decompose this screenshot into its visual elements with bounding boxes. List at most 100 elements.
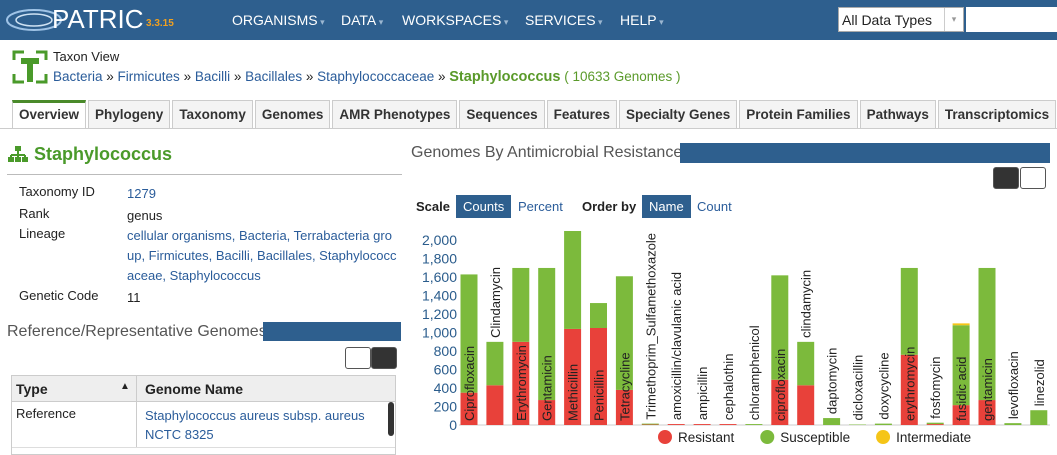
- field-value[interactable]: cellular organisms, Bacteria, Terrabacte…: [127, 228, 397, 283]
- control-option[interactable]: Count: [697, 199, 732, 214]
- category-label: gentamicin: [980, 358, 995, 421]
- bar-segment: [538, 267, 556, 401]
- bar-segment: [926, 424, 944, 425]
- category-label: Gentamicin: [540, 355, 555, 421]
- y-tick-label: 0: [449, 417, 457, 433]
- tab[interactable]: Sequences: [459, 100, 545, 128]
- menu-item[interactable]: DATA: [341, 12, 383, 28]
- category-label: Clindamycin: [488, 267, 503, 338]
- category-label: Penicillin: [592, 370, 607, 421]
- version: 3.3.15: [146, 18, 174, 29]
- category-label: fusidic acid: [954, 357, 969, 421]
- section-bar: [263, 322, 401, 341]
- control-option[interactable]: Percent: [518, 199, 563, 214]
- control-label: Order by: [582, 199, 637, 214]
- category-label: linezolid: [1032, 359, 1047, 406]
- column-header[interactable]: Genome Name: [145, 381, 244, 397]
- genome-count: ( 10633 Genomes ): [564, 69, 681, 84]
- field-row: Lineage cellular organisms, Bacteria, Ter…: [19, 226, 404, 286]
- bar-segment: [797, 341, 815, 386]
- y-tick-label: 600: [434, 362, 458, 378]
- category-label: Erythromycin: [514, 345, 529, 421]
- field-label: Lineage: [19, 226, 66, 241]
- control-option[interactable]: Counts: [456, 195, 512, 218]
- tab[interactable]: Features: [546, 100, 617, 128]
- y-tick-label: 2,000: [422, 232, 457, 248]
- field-row: Genetic Code 11: [19, 288, 404, 308]
- menu-item[interactable]: WORKSPACES: [402, 12, 508, 28]
- crumb[interactable]: Staphylococcaceae: [317, 69, 435, 84]
- bar-segment: [771, 275, 789, 380]
- bar-segment: [900, 267, 918, 355]
- category-label: Methicillin: [566, 364, 581, 421]
- control-option[interactable]: Name: [642, 195, 691, 218]
- y-tick-label: 800: [434, 343, 458, 359]
- bar-segment: [486, 341, 504, 386]
- tab[interactable]: Taxonomy: [172, 100, 253, 128]
- field-value[interactable]: 1279: [127, 186, 156, 201]
- tab-rule: [0, 128, 1057, 129]
- legend-marker: [760, 430, 775, 444]
- category-label: levofloxacin: [1006, 351, 1021, 419]
- bar-segment: [538, 400, 556, 425]
- tab[interactable]: Transcriptomics: [937, 100, 1057, 128]
- tab[interactable]: Protein Families: [739, 100, 858, 128]
- bar-segment: [719, 424, 737, 425]
- legend-marker: [658, 430, 672, 444]
- bar-segment: [693, 424, 711, 425]
- taxon-icon: [12, 50, 48, 84]
- cell-link[interactable]: Staphylococcus aureus subsp. aureus NCTC…: [145, 408, 365, 442]
- category-label: ampicillin: [695, 367, 710, 420]
- tab[interactable]: Pathways: [859, 100, 936, 128]
- table-view-button[interactable]: [1020, 167, 1046, 189]
- crumb[interactable]: Bacillales: [245, 69, 303, 84]
- menu-item[interactable]: ORGANISMS: [232, 12, 325, 28]
- category-label: Tetracycline: [617, 352, 632, 421]
- menu-item[interactable]: SERVICES: [525, 12, 603, 28]
- crumb[interactable]: Bacilli: [194, 69, 231, 84]
- section-bar: [680, 143, 1050, 163]
- logo[interactable]: PATRIC: [52, 4, 144, 34]
- section-title: Reference/Representative Genomes: [7, 323, 267, 340]
- tab[interactable]: AMR Phenotypes: [332, 100, 458, 128]
- chart: 0 200 400 600 800 1,000 1,200 1,400 1,600 1,800 2,…: [422, 231, 1050, 445]
- chart-view-button[interactable]: [345, 347, 371, 369]
- bar-segment: [486, 385, 504, 425]
- crumb[interactable]: Bacteria: [53, 69, 103, 84]
- table-view-button[interactable]: [371, 347, 397, 369]
- bar-segment: [926, 422, 944, 425]
- logo-swirl: [6, 9, 62, 31]
- bar-segment: [460, 392, 478, 425]
- crumb[interactable]: Firmicutes: [117, 69, 180, 84]
- y-tick-label: 400: [434, 380, 458, 396]
- table-row: Reference Staphylococcus aureus subsp. a…: [12, 402, 395, 448]
- genome-table: Type ▲ Genome Name Reference Staphylococ…: [11, 375, 396, 455]
- tab[interactable]: Overview: [12, 100, 87, 128]
- bar-segment: [1004, 423, 1022, 425]
- tab[interactable]: Genomes: [254, 100, 331, 128]
- field-label: Rank: [19, 206, 50, 221]
- category-label: fosfomycin: [928, 357, 943, 419]
- tab[interactable]: Phylogeny: [88, 100, 171, 128]
- category-label: erythromycin: [902, 347, 917, 421]
- search-input[interactable]: [966, 7, 1057, 32]
- column-header[interactable]: Type: [16, 381, 48, 397]
- menu-item[interactable]: HELP: [620, 12, 664, 28]
- breadcrumb: Bacteria » Firmicutes » Bacilli » Bacill…: [53, 69, 681, 85]
- bar-segment: [512, 267, 530, 342]
- chart-view-button[interactable]: [993, 167, 1019, 189]
- legend-label: Susceptible: [780, 430, 850, 445]
- bar-segment: [952, 323, 970, 326]
- scope-select[interactable]: All Data Types ▾: [838, 7, 964, 32]
- field-label: Taxonomy ID: [19, 184, 95, 199]
- bar-segment: [590, 328, 607, 425]
- legend-marker: [876, 430, 891, 444]
- field-row: Taxonomy ID 1279: [19, 184, 404, 204]
- tab[interactable]: Specialty Genes: [618, 100, 738, 128]
- category-label: chloramphenicol: [747, 325, 762, 420]
- cell: Reference: [16, 406, 76, 421]
- bar-segment: [667, 424, 685, 425]
- field-value: genus: [127, 208, 163, 223]
- scrollbar: [388, 402, 394, 436]
